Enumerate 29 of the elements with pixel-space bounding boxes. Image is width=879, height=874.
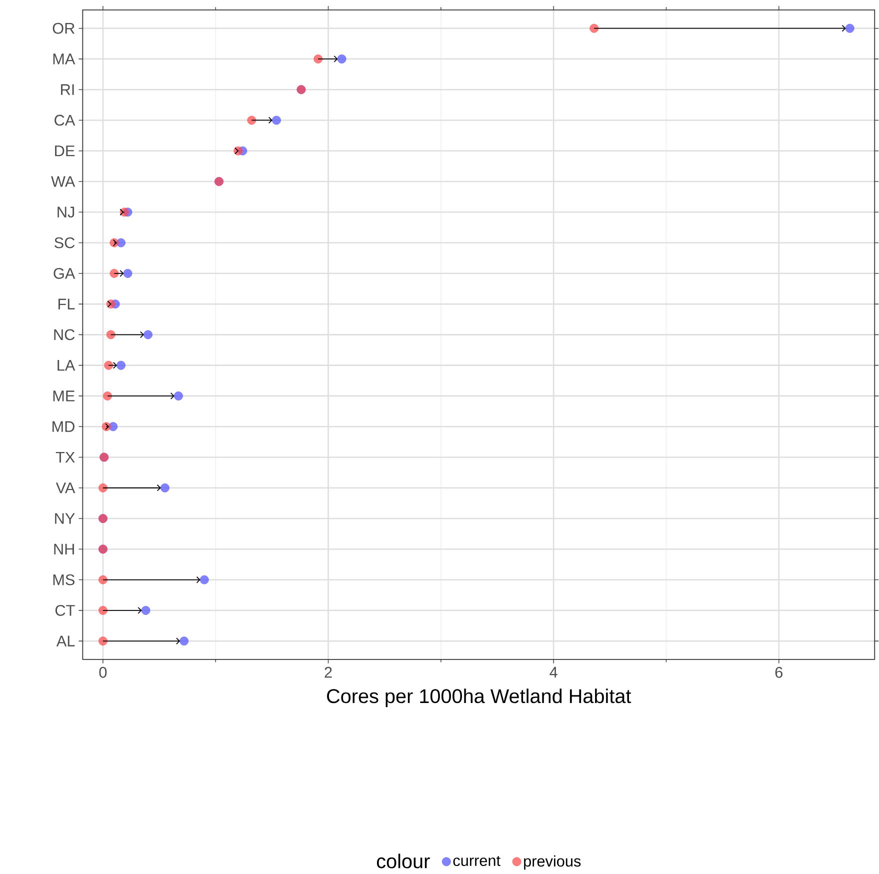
x-tick-label: 2 [324, 667, 332, 678]
y-tick-label: CT [55, 605, 75, 616]
x-tick-label: 4 [550, 667, 558, 678]
y-tick-label: MD [52, 422, 74, 432]
y-tick-label: ME [53, 390, 75, 402]
y-tick-label: SC [54, 238, 75, 248]
legend-label: previous [524, 856, 581, 870]
y-tick-label: OR [52, 23, 74, 34]
x-axis-title: Cores per 1000ha Wetland Habitat [327, 688, 632, 708]
y-tick-label: NH [54, 544, 74, 555]
x-tick-label: 6 [775, 667, 782, 678]
x-tick-label: 0 [99, 667, 107, 678]
y-tick-label: MS [53, 574, 74, 586]
y-tick-label: LA [58, 360, 76, 371]
y-tick-label: TX [56, 452, 75, 463]
y-tick-label: MA [53, 54, 76, 64]
y-tick-label: RI [61, 84, 74, 96]
y-tick-label: WA [51, 176, 76, 188]
y-tick-label: AL [56, 636, 75, 647]
y-tick-label: FL [58, 298, 75, 310]
y-tick-label: NY [55, 513, 75, 524]
y-tick-label: DE [55, 146, 75, 156]
y-tick-label: GA [54, 268, 76, 280]
legend-title: colour [376, 854, 430, 869]
legend-label: current [453, 856, 500, 866]
y-tick-label: CA [54, 115, 76, 126]
y-tick-label: NC [54, 329, 75, 340]
y-tick-label: VA [56, 482, 76, 494]
y-tick-label: NJ [58, 206, 74, 218]
